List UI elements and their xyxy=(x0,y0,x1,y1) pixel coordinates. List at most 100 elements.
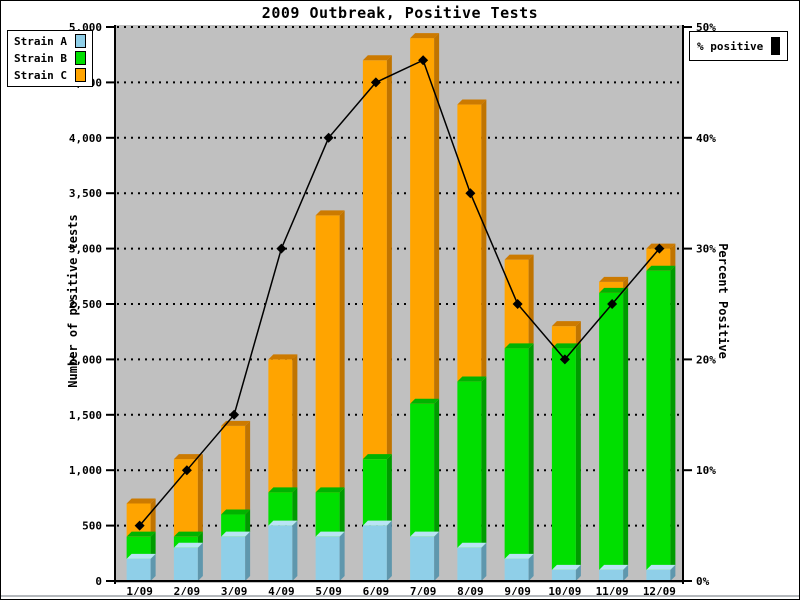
x-axis-label: 1/09 xyxy=(126,585,153,598)
legend-label-strain-b: Strain B xyxy=(14,51,67,65)
left-axis-line xyxy=(114,25,116,584)
bar-segment-top xyxy=(457,99,487,105)
bar-segment-front xyxy=(221,425,246,515)
bar-segment-top xyxy=(410,531,440,537)
x-axis-label: 7/09 xyxy=(410,585,437,598)
right-axis-title: Percent Positive xyxy=(716,243,730,359)
bar-segment-side xyxy=(245,509,251,537)
bar-segment-top xyxy=(599,287,629,293)
bar-segment-top xyxy=(268,520,298,526)
right-axis-tick-label: 30% xyxy=(696,243,716,256)
legend-label-strain-a: Strain A xyxy=(14,34,67,48)
bar-segment-front xyxy=(173,536,198,548)
bar-segment-side xyxy=(339,487,345,537)
x-axis-line xyxy=(114,580,684,582)
bar-segment-side xyxy=(150,553,156,581)
bar-segment-front xyxy=(410,536,435,581)
bar-segment-top xyxy=(315,210,345,216)
x-axis-label: 9/09 xyxy=(504,585,531,598)
bar-segment-side xyxy=(434,531,440,581)
bar-segment-side xyxy=(386,55,392,460)
bar-segment-front xyxy=(599,281,624,293)
bar-segment-side xyxy=(292,354,298,493)
bar-segment-side xyxy=(575,343,581,570)
bar-segment-top xyxy=(268,487,298,493)
left-axis-tick-label: 2,000 xyxy=(69,353,102,366)
bar-segment-top xyxy=(221,531,251,537)
bar-segment-top xyxy=(457,542,487,548)
x-axis-label: 4/09 xyxy=(268,585,295,598)
bar-segment-top xyxy=(646,564,676,570)
bar-segment-side xyxy=(197,454,203,537)
bar-segment-top xyxy=(315,531,345,537)
left-axis-tick-label: 3,500 xyxy=(69,187,102,200)
bar-segment-side xyxy=(670,265,676,570)
bar-segment-side xyxy=(528,254,534,349)
x-axis-label: 5/09 xyxy=(315,585,342,598)
bar-segment-top xyxy=(410,398,440,404)
diamond-marker xyxy=(276,243,287,254)
bar-segment-front xyxy=(504,348,529,559)
bar-segment-top xyxy=(551,564,581,570)
left-axis-title: Number of positive tests xyxy=(66,214,80,388)
bar-segment-top xyxy=(504,553,534,559)
left-axis-tick-label: 0 xyxy=(95,575,102,588)
right-axis-tick-label: 0% xyxy=(696,575,710,588)
bottom-frame-line xyxy=(1,595,799,597)
bar-segment-side xyxy=(197,542,203,581)
legend-swatch-strain-a xyxy=(74,34,86,48)
bar-segment-side xyxy=(481,542,487,581)
bar-segment-side xyxy=(481,376,487,548)
bar-segment-front xyxy=(362,60,387,460)
bar-segment-front xyxy=(221,514,246,537)
chart-title: 2009 Outbreak, Positive Tests xyxy=(261,4,539,22)
bar-segment-side xyxy=(386,520,392,581)
diamond-marker xyxy=(465,188,476,199)
bar-segment-side xyxy=(434,33,440,404)
x-axis-label: 6/09 xyxy=(363,585,390,598)
x-axis-label: 10/09 xyxy=(548,585,581,598)
bar-segment-front xyxy=(221,536,246,581)
bar-segment-top xyxy=(504,254,534,260)
bar-segment-side xyxy=(434,398,440,537)
diamond-marker xyxy=(229,409,240,420)
bar-segment-top xyxy=(126,498,156,504)
legend-item-strain-b: Strain B xyxy=(14,51,86,65)
bar-segment-top xyxy=(173,454,203,460)
bar-segment-side xyxy=(150,531,156,559)
legend-item-strain-c: Strain C xyxy=(14,68,86,82)
left-axis-tick-label: 4,000 xyxy=(69,132,102,145)
diamond-marker xyxy=(134,520,145,531)
bar-segment-side xyxy=(292,487,298,526)
bar-segment-side xyxy=(339,210,345,493)
right-axis-line xyxy=(682,25,684,584)
bar-segment-top xyxy=(599,564,629,570)
bar-segment-front xyxy=(173,547,198,581)
diamond-marker xyxy=(181,465,192,476)
bar-segment-top xyxy=(126,553,156,559)
bar-segment-top xyxy=(362,454,392,460)
bar-segment-top xyxy=(173,531,203,537)
diamond-marker xyxy=(607,299,618,309)
bar-segment-front xyxy=(410,38,435,404)
right-axis-tick-label: 10% xyxy=(696,464,716,477)
bar-segment-side xyxy=(623,564,629,581)
bar-segment-front xyxy=(457,547,482,581)
x-axis-label: 12/09 xyxy=(643,585,676,598)
bar-segment-top xyxy=(599,276,629,282)
bar-segment-front xyxy=(646,248,671,271)
diamond-marker xyxy=(370,77,381,88)
left-axis-tick-label: 2,500 xyxy=(69,298,102,311)
bar-segment-front xyxy=(504,558,529,581)
bar-segment-front xyxy=(268,359,293,493)
bar-segment-side xyxy=(528,553,534,581)
bar-segment-top xyxy=(504,343,534,349)
bar-segment-side xyxy=(245,420,251,515)
bar-segment-front xyxy=(551,326,576,349)
percent-positive-line xyxy=(139,59,660,527)
bar-segment-front xyxy=(457,381,482,548)
legend-label-strain-c: Strain C xyxy=(14,68,67,82)
legend-swatch-percent-positive xyxy=(771,37,781,55)
bar-segment-front xyxy=(315,492,340,537)
